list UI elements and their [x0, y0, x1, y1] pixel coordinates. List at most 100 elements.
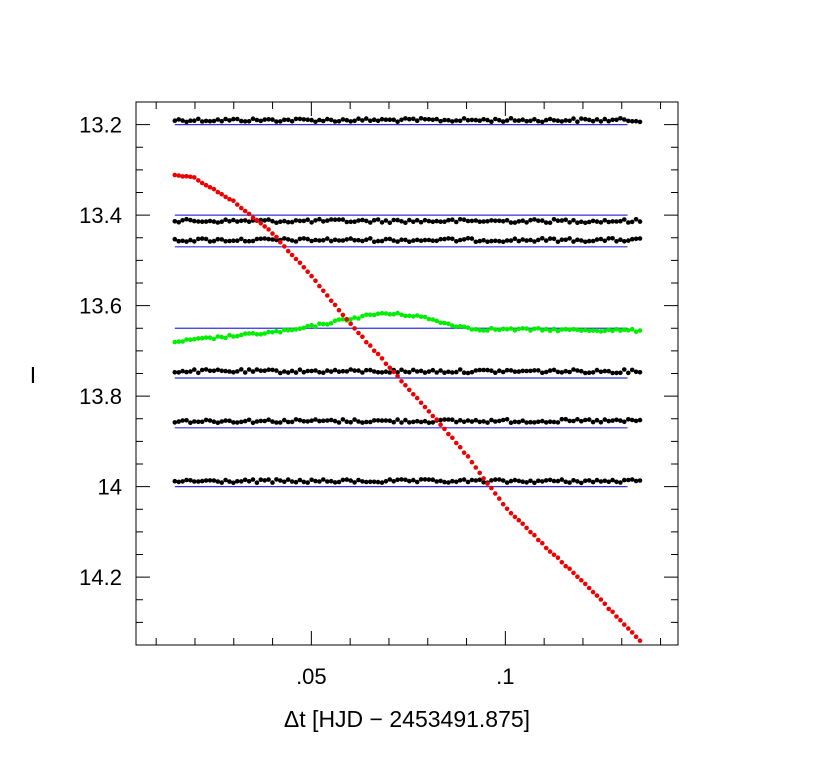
data-point	[590, 328, 596, 333]
data-point	[497, 117, 502, 123]
data-point	[215, 220, 221, 225]
data-point	[266, 227, 271, 232]
data-point	[184, 119, 189, 125]
data-point	[352, 368, 357, 373]
data-point	[364, 116, 369, 121]
data-point	[618, 370, 623, 376]
data-point	[590, 218, 596, 224]
data-point	[188, 478, 193, 483]
data-point	[180, 418, 185, 423]
data-point	[270, 480, 275, 485]
data-point	[176, 419, 181, 424]
data-point	[536, 478, 541, 484]
data-point	[262, 224, 268, 229]
data-point	[457, 237, 463, 243]
data-point	[512, 328, 518, 333]
data-point	[223, 368, 228, 374]
data-point	[360, 118, 365, 123]
data-point	[504, 218, 510, 223]
data-point	[407, 478, 412, 484]
data-point	[192, 218, 197, 224]
data-point	[352, 238, 357, 243]
data-point	[282, 479, 287, 485]
data-point	[242, 238, 248, 244]
data-point	[536, 368, 541, 373]
data-point	[360, 217, 365, 223]
data-point	[586, 117, 592, 123]
data-point	[598, 479, 604, 484]
data-point	[399, 379, 404, 384]
data-point	[622, 217, 627, 222]
data-point	[547, 419, 553, 425]
data-point	[594, 367, 600, 373]
data-point	[493, 419, 498, 424]
data-point	[579, 480, 584, 486]
data-point	[203, 182, 209, 188]
data-point	[325, 368, 330, 373]
data-point	[454, 369, 459, 375]
data-point	[301, 236, 307, 241]
data-point	[555, 218, 561, 223]
data-point	[360, 334, 365, 340]
data-point	[586, 417, 592, 422]
data-point	[473, 465, 479, 470]
data-point	[395, 373, 400, 379]
data-point	[332, 119, 338, 124]
data-point	[532, 368, 537, 373]
data-point	[387, 477, 393, 482]
data-point	[368, 343, 373, 348]
data-point	[563, 368, 568, 374]
data-point	[547, 220, 553, 225]
data-point	[411, 314, 416, 319]
data-point	[297, 116, 303, 122]
data-point	[250, 238, 256, 244]
data-point	[481, 480, 486, 485]
data-point	[598, 369, 604, 375]
data-point	[364, 312, 369, 318]
data-point	[434, 218, 440, 224]
data-point	[606, 418, 611, 424]
data-point	[532, 117, 537, 122]
data-point	[207, 239, 213, 244]
data-point	[422, 370, 428, 375]
data-point	[426, 369, 432, 374]
data-point	[297, 218, 303, 224]
data-point	[223, 116, 228, 122]
data-point	[371, 312, 377, 318]
data-point	[336, 479, 342, 485]
data-point	[192, 479, 197, 484]
data-point	[614, 479, 619, 485]
data-point	[606, 236, 611, 241]
data-point	[356, 316, 361, 321]
data-point	[293, 417, 299, 422]
data-point	[278, 330, 283, 335]
data-point	[567, 220, 572, 225]
data-point	[555, 328, 561, 334]
data-point	[325, 218, 330, 223]
data-point	[219, 237, 224, 242]
data-point	[528, 328, 533, 333]
data-point	[203, 478, 209, 483]
data-point	[395, 239, 400, 244]
data-point	[219, 334, 224, 340]
data-point	[559, 370, 565, 375]
data-point	[555, 478, 561, 484]
data-point	[348, 367, 354, 372]
data-point	[321, 477, 326, 482]
data-point	[321, 219, 326, 224]
data-point	[293, 370, 299, 375]
data-point	[207, 478, 213, 483]
data-point	[211, 219, 217, 224]
data-point	[227, 118, 232, 123]
data-point	[368, 312, 373, 318]
tick-labels: .05 .1 13.2 13.4 13.6 13.8 14 14.2	[79, 113, 514, 689]
data-point	[524, 480, 529, 485]
data-point	[395, 217, 400, 223]
data-point	[285, 327, 291, 333]
data-point	[450, 478, 455, 484]
data-point	[239, 218, 244, 224]
data-point	[258, 221, 264, 226]
data-point	[430, 317, 436, 322]
data-point	[461, 370, 467, 376]
data-point	[242, 218, 248, 223]
